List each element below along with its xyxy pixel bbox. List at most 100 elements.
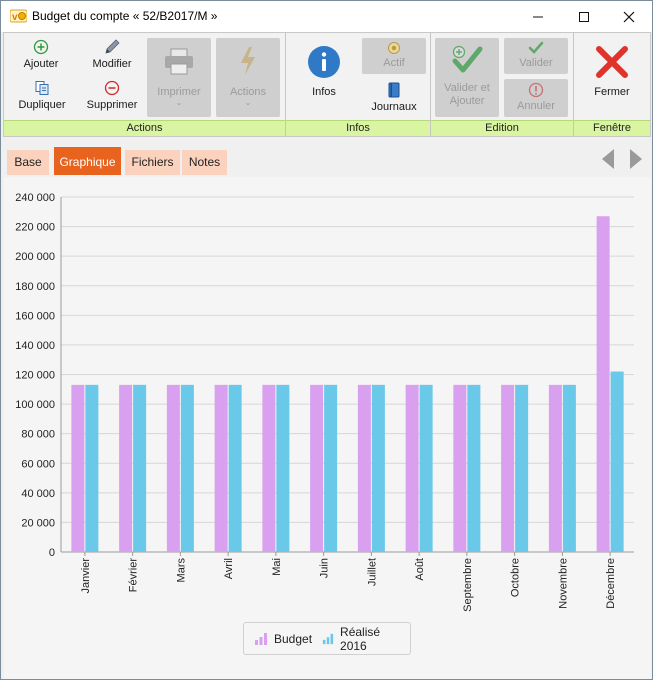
delete-label: Supprimer — [86, 99, 138, 111]
active-button[interactable]: Actif — [362, 38, 426, 74]
modify-button[interactable]: Modifier — [84, 39, 140, 75]
y-tick-label: 160 000 — [15, 310, 55, 322]
x-tick-label: Juin — [319, 558, 331, 578]
x-tick-label: Novembre — [557, 558, 569, 609]
x-tick-label: Septembre — [462, 558, 474, 612]
y-tick-label: 240 000 — [15, 192, 55, 204]
tab-notes[interactable]: Notes — [182, 150, 227, 175]
chart-legend[interactable]: Budget Réalisé 2016 — [243, 622, 411, 655]
bar-budget — [596, 216, 610, 552]
bar-budget — [453, 384, 467, 552]
y-tick-label: 120 000 — [15, 370, 55, 382]
minimize-button[interactable] — [515, 1, 561, 32]
x-tick-label: Mars — [175, 558, 187, 583]
ribbon-group-infos-label: Infos — [286, 120, 430, 136]
bar-realise — [324, 384, 338, 552]
ribbon-group-edition-label: Edition — [431, 120, 573, 136]
duplicate-button[interactable]: Dupliquer — [12, 80, 72, 116]
ribbon-group-window: Fermer Fenêtre — [574, 33, 650, 136]
bar-chart-icon — [255, 632, 267, 645]
print-label: Imprimer — [157, 86, 201, 98]
journals-label: Journaux — [371, 101, 417, 113]
duplicate-label: Dupliquer — [18, 99, 66, 111]
minimize-icon — [533, 16, 543, 17]
pencil-icon — [105, 39, 120, 54]
x-tick-label: Avril — [223, 558, 235, 579]
validate-button[interactable]: Valider — [504, 38, 568, 74]
minus-circle-icon — [104, 80, 120, 96]
validate-and-add-label-2: Ajouter — [449, 95, 485, 107]
red-x-icon — [596, 46, 628, 78]
add-label: Ajouter — [23, 58, 59, 70]
print-dropdown-icon: ⌄ — [175, 98, 183, 107]
tab-base[interactable]: Base — [7, 150, 49, 175]
x-tick-label: Janvier — [80, 558, 92, 594]
y-tick-label: 40 000 — [21, 488, 55, 500]
tab-graphique[interactable]: Graphique — [54, 147, 121, 175]
cancel-button[interactable]: Annuler — [504, 79, 568, 117]
cancel-label: Annuler — [517, 100, 555, 112]
bar-realise — [562, 384, 576, 552]
bar-budget — [357, 384, 371, 552]
bar-chart-icon — [322, 633, 334, 644]
active-icon — [388, 42, 400, 54]
infos-button[interactable]: Infos — [296, 45, 352, 105]
journals-button[interactable]: Journaux — [362, 80, 426, 116]
ribbon-group-actions-label: Actions — [4, 120, 285, 136]
actions-label: Actions — [229, 86, 267, 98]
maximize-button[interactable] — [561, 1, 607, 32]
bar-realise — [371, 384, 385, 552]
bar-budget — [310, 384, 324, 552]
print-button[interactable]: Imprimer ⌄ — [147, 38, 211, 117]
x-tick-label: Octobre — [510, 558, 522, 597]
bar-realise — [133, 384, 147, 552]
close-form-button[interactable]: Fermer — [582, 45, 642, 105]
next-arrow-icon[interactable] — [629, 148, 643, 170]
bar-realise — [610, 371, 624, 552]
window-title: Budget du compte « 52/B2017/M » — [32, 9, 218, 23]
close-window-button[interactable] — [606, 1, 652, 32]
legend-item-realise[interactable]: Réalisé 2016 — [322, 625, 400, 653]
delete-button[interactable]: Supprimer — [80, 80, 144, 116]
y-tick-label: 80 000 — [21, 429, 55, 441]
title-bar[interactable]: v Budget du compte « 52/B2017/M » — [1, 1, 652, 32]
x-tick-label: Décembre — [605, 558, 617, 609]
add-button[interactable]: Ajouter — [16, 39, 66, 75]
bar-realise — [467, 384, 481, 552]
info-icon — [308, 46, 340, 78]
bar-budget — [119, 384, 133, 552]
y-tick-label: 200 000 — [15, 251, 55, 263]
legend-label-realise: Réalisé 2016 — [340, 624, 381, 653]
legend-label-budget: Budget — [274, 631, 313, 646]
bar-budget — [166, 384, 180, 552]
tab-fichiers[interactable]: Fichiers — [125, 150, 180, 175]
y-tick-label: 140 000 — [15, 340, 55, 352]
infos-label: Infos — [312, 86, 336, 98]
previous-arrow-icon[interactable] — [601, 148, 615, 170]
actions-button[interactable]: Actions ⌄ — [216, 38, 280, 117]
x-tick-label: Août — [414, 558, 426, 581]
bar-realise — [85, 384, 99, 552]
printer-icon — [165, 48, 193, 75]
legend-item-budget[interactable]: Budget — [254, 632, 312, 646]
bar-realise — [515, 384, 529, 552]
bar-budget — [71, 384, 85, 552]
svg-text:v: v — [12, 12, 18, 23]
lightning-icon — [241, 47, 255, 75]
maximize-icon — [579, 11, 589, 22]
cancel-icon — [528, 82, 544, 98]
check-plus-icon — [452, 45, 483, 73]
check-icon — [528, 41, 544, 54]
bar-realise — [228, 384, 242, 552]
y-tick-label: 100 000 — [15, 399, 55, 411]
app-logo-icon: v — [10, 9, 27, 23]
ribbon-group-actions: Ajouter Modifier Dupliquer Supprimer Imp… — [4, 33, 286, 136]
y-tick-label: 220 000 — [15, 222, 55, 234]
bar-realise — [276, 384, 290, 552]
validate-and-add-button[interactable]: Valider et Ajouter — [435, 38, 499, 117]
bar-chart: 0 20 000 40 000 60 000 80 000 100 000 120 000 1… — [15, 192, 634, 612]
bar-budget — [262, 384, 276, 552]
book-icon — [388, 82, 400, 98]
close-form-label: Fermer — [594, 86, 630, 98]
